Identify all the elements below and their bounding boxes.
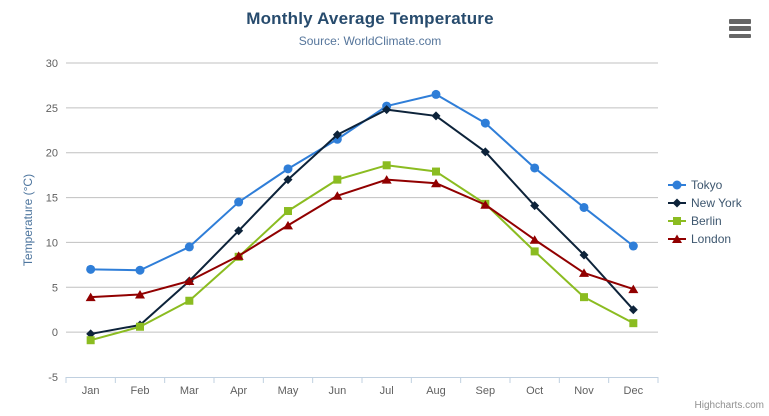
series-point-berlin[interactable] — [530, 247, 539, 256]
series-point-berlin[interactable] — [136, 322, 144, 331]
series-point-new-york[interactable] — [382, 105, 392, 115]
series-point-berlin[interactable] — [580, 293, 588, 302]
legend-marker-diamond-icon — [668, 198, 686, 208]
legend-label: New York — [691, 196, 742, 210]
series-point-tokyo[interactable] — [283, 164, 293, 174]
legend-marker-triangle-icon — [668, 234, 686, 243]
series-point-tokyo[interactable] — [480, 118, 490, 128]
x-axis-label: Apr — [230, 385, 247, 397]
series-point-new-york[interactable] — [283, 175, 293, 185]
series-line-london — [89, 178, 635, 299]
legend-symbol — [673, 217, 681, 225]
legend-item-berlin[interactable]: Berlin — [668, 214, 742, 228]
legend-item-london[interactable]: London — [668, 232, 742, 246]
series-point-london[interactable] — [283, 220, 293, 230]
x-axis-label: Jun — [328, 385, 346, 397]
series-point-berlin[interactable] — [333, 175, 342, 184]
series-point-new-york[interactable] — [86, 329, 96, 339]
y-axis-label: 5 — [52, 282, 58, 294]
series-point-london[interactable] — [579, 268, 589, 277]
legend: Tokyo New York Berlin London — [668, 178, 742, 250]
legend-symbol — [672, 198, 682, 208]
x-axis-label: Aug — [426, 385, 446, 397]
series-point-london[interactable] — [85, 292, 96, 302]
series-point-new-york[interactable] — [628, 305, 638, 315]
series-point-london[interactable] — [184, 276, 195, 286]
series-point-london[interactable] — [628, 284, 639, 294]
series-point-london[interactable] — [529, 235, 540, 244]
series-line-new-york — [89, 108, 635, 335]
x-axis-label: Nov — [574, 385, 594, 397]
series-point-new-york[interactable] — [579, 250, 589, 260]
y-axis-label: 0 — [52, 327, 58, 339]
legend-label: Tokyo — [691, 178, 723, 192]
y-axis-label: 15 — [46, 193, 58, 205]
x-axis-label: Oct — [526, 385, 543, 397]
series-point-berlin[interactable] — [629, 319, 638, 328]
credits-link[interactable]: Highcharts.com — [694, 400, 764, 411]
series-line-berlin — [89, 164, 635, 342]
series-point-berlin[interactable] — [86, 336, 95, 345]
chart-subtitle: Source: WorldClimate.com — [298, 34, 442, 48]
series-point-tokyo[interactable] — [86, 264, 96, 274]
series-point-tokyo[interactable] — [135, 265, 145, 275]
legend-symbol — [672, 234, 682, 243]
series-point-berlin[interactable] — [284, 207, 292, 216]
x-axis-label: Mar — [180, 385, 199, 397]
legend-label: Berlin — [691, 214, 722, 228]
x-axis-label: Sep — [476, 385, 496, 397]
chart-title: Monthly Average Temperature — [246, 9, 494, 28]
series-point-new-york[interactable] — [332, 130, 342, 140]
y-axis-label: 30 — [46, 58, 58, 70]
hamburger-icon — [729, 26, 751, 31]
series-point-london[interactable] — [135, 289, 145, 299]
y-axis-label: 20 — [46, 148, 58, 160]
legend-marker-circle-icon — [668, 180, 686, 190]
series-point-london[interactable] — [480, 200, 491, 209]
y-axis-label: 10 — [46, 237, 58, 249]
series-point-tokyo[interactable] — [234, 197, 244, 207]
legend-symbol — [672, 180, 682, 190]
series-point-london[interactable] — [431, 178, 441, 188]
x-axis-label: Feb — [131, 385, 150, 397]
series-point-tokyo[interactable] — [579, 202, 589, 212]
series-point-new-york[interactable] — [530, 201, 540, 211]
legend-item-new-york[interactable]: New York — [668, 196, 742, 210]
hamburger-icon — [729, 19, 751, 24]
series-point-berlin[interactable] — [382, 161, 391, 170]
legend-label: London — [691, 232, 732, 246]
y-axis-label: -5 — [48, 372, 58, 384]
series-point-london[interactable] — [233, 251, 244, 260]
x-axis-label: May — [278, 385, 299, 397]
x-axis-label: Dec — [624, 385, 644, 397]
series-point-tokyo[interactable] — [184, 242, 194, 252]
export-menu-button[interactable] — [729, 19, 751, 38]
series-point-tokyo[interactable] — [530, 163, 540, 173]
series-point-berlin[interactable] — [432, 167, 440, 176]
series-point-new-york[interactable] — [480, 147, 490, 157]
x-axis-label: Jul — [380, 385, 394, 397]
series-point-new-york[interactable] — [234, 226, 244, 236]
series-line-tokyo — [89, 93, 635, 272]
x-axis-label: Jan — [82, 385, 100, 397]
hamburger-icon — [729, 33, 751, 38]
series-point-berlin[interactable] — [185, 296, 194, 305]
legend-marker-square-icon — [668, 217, 686, 225]
series-point-tokyo[interactable] — [628, 241, 638, 251]
legend-item-tokyo[interactable]: Tokyo — [668, 178, 742, 192]
series-point-tokyo[interactable] — [431, 89, 441, 99]
series-point-new-york[interactable] — [431, 111, 441, 121]
series-point-london[interactable] — [332, 191, 343, 200]
y-axis-label: 25 — [46, 103, 58, 115]
series-point-london[interactable] — [381, 175, 392, 184]
